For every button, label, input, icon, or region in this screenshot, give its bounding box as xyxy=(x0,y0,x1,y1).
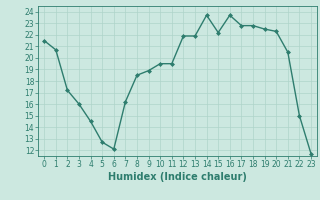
X-axis label: Humidex (Indice chaleur): Humidex (Indice chaleur) xyxy=(108,172,247,182)
